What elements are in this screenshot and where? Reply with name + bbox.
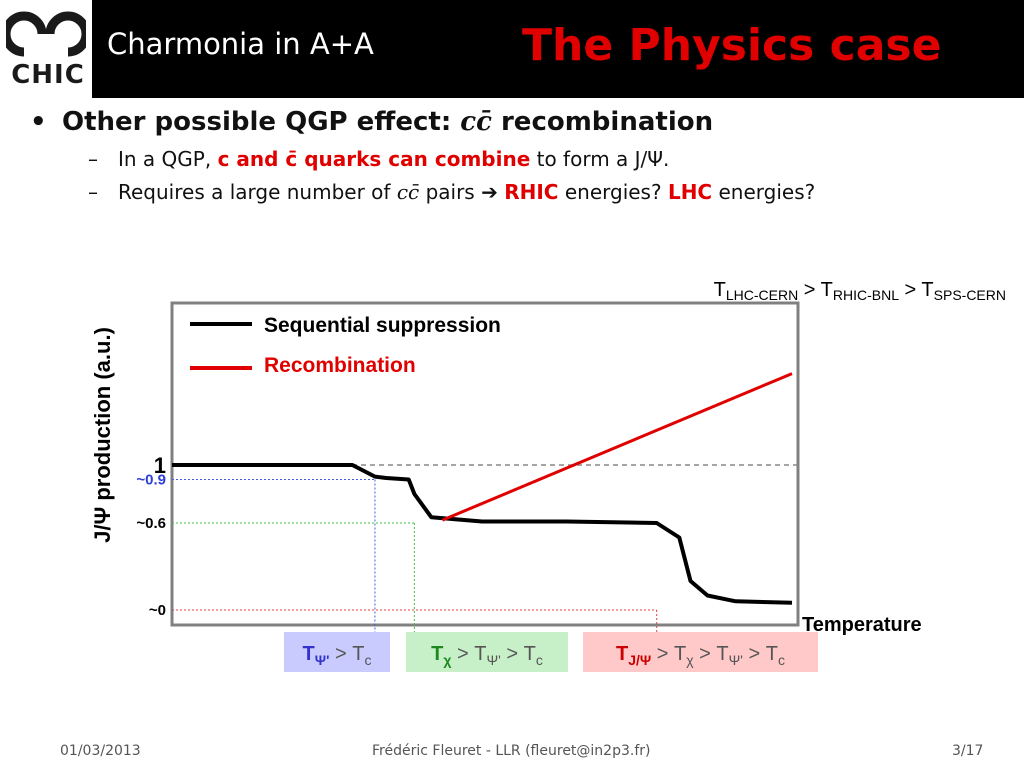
sub2-mid2: energies? [558,180,668,204]
threshold-label-2: TJ/Ψ > Tχ > TΨ' > Tc [616,643,785,668]
y-axis-label: J/Ψ production (a.u.) [90,327,115,543]
bullet-dot-icon: • [30,107,47,137]
footer-page: 3/17 [952,743,984,759]
y-tick-label-2: ~0.6 [136,515,166,532]
bullet-main: • Other possible QGP effect: cc̄ recombin… [30,107,713,137]
x-axis-label: Temperature [802,614,922,636]
y-tick-label-0: 1 [154,453,166,478]
sub2-cc: cc̄ [396,180,420,204]
footer-author: Frédéric Fleuret - LLR (fleuret@in2p3.fr… [372,743,651,759]
y-tick-label-3: ~0 [149,602,166,619]
sub1-suffix: to form a J/Ψ. [530,147,670,171]
temperature-order: TLHC-CERN > TRHIC-BNL > TSPS-CERN [714,279,1006,303]
bullet-main-cc: cc̄ [460,107,492,137]
threshold-label-1: Tχ > TΨ' > Tc [431,643,543,668]
sub2-suffix: energies? [712,180,816,204]
bullet-main-prefix: Other possible QGP effect: [62,107,461,137]
y-tick-labels: 1~0.9 ~0.6 ~0 [136,453,166,619]
bullet-sub-1: – In a QGP, c and c̄ quarks can combine t… [88,147,670,171]
bullet-main-suffix: recombination [491,107,714,137]
series-lines [172,372,793,605]
y-tick-label-1: ~0.9 [136,472,166,489]
series-line-recombination [441,372,793,522]
bullet-sub-2: – Requires a large number of cc̄ pairs ➔ … [88,180,816,204]
sub1-red-text: c and c̄ quarks can combine [217,147,531,171]
legend-label-sequential: Sequential suppression [264,314,501,337]
logo-text: CHIC [11,60,85,90]
sub2-rhic: RHIC [504,180,559,204]
threshold-label-0: TΨ' > Tc [303,643,372,668]
threshold-box-0 [284,632,390,672]
legend-label-recombination: Recombination [264,354,416,377]
slide-title: The Physics case [522,20,942,71]
threshold-box-1 [406,632,568,672]
arrow-right-icon: ➔ [481,180,498,204]
reference-lines [172,464,798,645]
series-line-sequential [172,463,793,605]
sub2-lhc: LHC [667,180,713,204]
slide-subtitle: Charmonia in A+A [107,27,374,61]
chic-logo-icon [6,11,86,57]
threshold-box-2 [583,632,818,672]
slide-header: CHIC Charmonia in A+A The Physics case [0,0,1024,98]
sub2-prefix: Requires a large number of [118,180,397,204]
footer-date: 01/03/2013 [60,743,141,759]
threshold-boxes: TΨ' > Tc Tχ > TΨ' > Tc TJ/Ψ > Tχ > TΨ' > T… [284,632,818,672]
chic-logo: CHIC [0,0,92,98]
sub1-prefix: In a QGP, [118,147,218,171]
sub2-mid: pairs [419,180,482,204]
